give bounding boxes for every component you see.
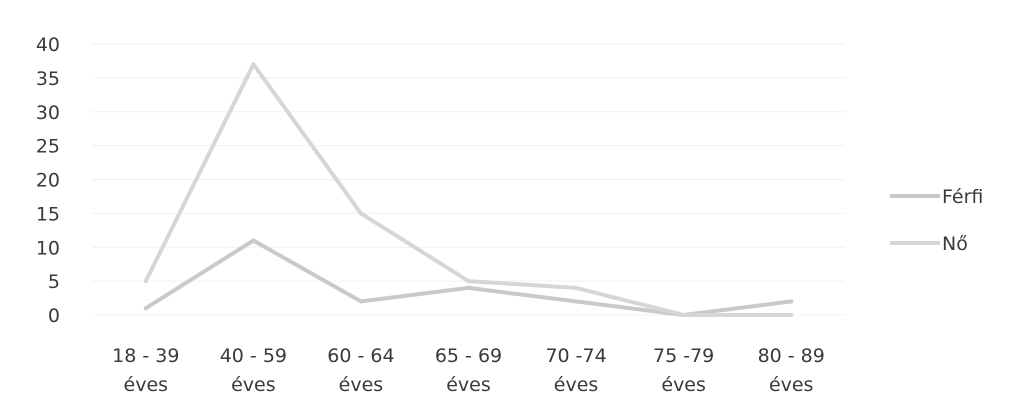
x-tick-label: 40 - 59 <box>220 345 287 367</box>
y-tick-label: 10 <box>36 237 60 259</box>
series-group <box>143 62 794 317</box>
y-tick-label: 20 <box>36 170 60 192</box>
x-tick-label: 75 -79 <box>653 345 714 367</box>
grid-lines <box>92 43 845 316</box>
x-tick-label: 65 - 69 <box>435 345 502 367</box>
legend-label: Nő <box>942 233 968 255</box>
y-tick-label: 35 <box>36 68 60 90</box>
y-tick-label: 0 <box>48 305 60 327</box>
x-tick-label: 18 - 39 <box>112 345 179 367</box>
x-tick-label: 60 - 64 <box>327 345 394 367</box>
y-tick-label: 30 <box>36 102 60 124</box>
series-line-ferfi <box>143 238 794 317</box>
data-point <box>358 299 363 304</box>
data-point <box>466 285 471 290</box>
data-point <box>681 313 686 317</box>
data-point <box>789 313 794 317</box>
data-point <box>143 279 148 284</box>
data-point <box>251 62 256 67</box>
series-line-no <box>143 62 794 317</box>
x-tick-label: éves <box>124 374 169 396</box>
x-tick-label: 80 - 89 <box>758 345 825 367</box>
x-tick-label: éves <box>554 374 599 396</box>
data-point <box>143 306 148 311</box>
x-axis: 18 - 39 éves 40 - 59 éves 60 - 64 éves 65 - 69… <box>112 345 825 396</box>
x-tick-label: éves <box>769 374 814 396</box>
data-point <box>251 238 256 243</box>
data-point <box>574 285 579 290</box>
data-point <box>789 299 794 304</box>
legend-label: Férfi <box>942 186 983 208</box>
x-tick-label: éves <box>661 374 706 396</box>
y-tick-label: 25 <box>36 136 60 158</box>
data-point <box>466 279 471 284</box>
y-tick-label: 15 <box>36 203 60 225</box>
x-tick-label: éves <box>446 374 491 396</box>
y-tick-label: 5 <box>48 271 60 293</box>
x-tick-label: 70 -74 <box>545 345 606 367</box>
data-point <box>358 211 363 216</box>
x-tick-label: éves <box>339 374 384 396</box>
y-axis: 0 5 10 15 20 25 30 35 40 <box>36 34 60 327</box>
data-point <box>574 299 579 304</box>
x-tick-label: éves <box>231 374 276 396</box>
legend: Férfi Nő <box>890 186 983 255</box>
y-tick-label: 40 <box>36 34 60 56</box>
